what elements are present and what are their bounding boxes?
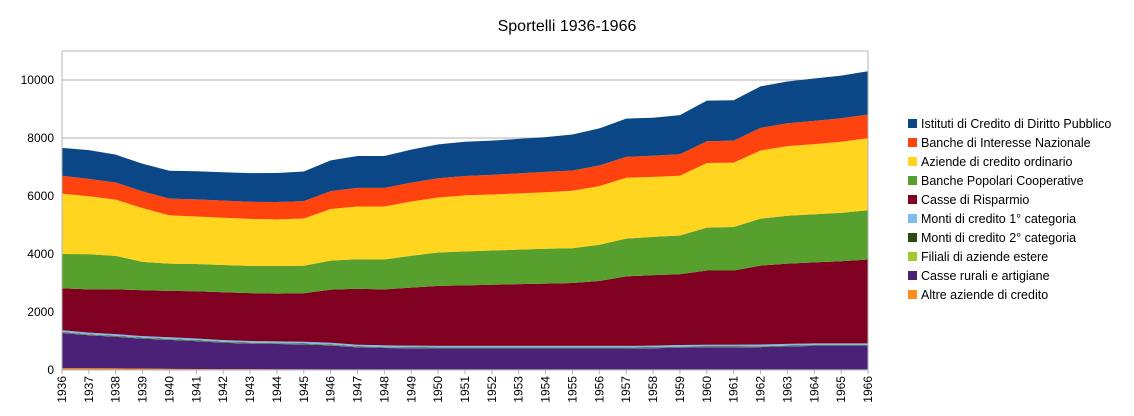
- area-series-aziende-di-credito-ordinario: [62, 138, 868, 267]
- x-tick-label: 1947: [351, 376, 365, 403]
- axes: [61, 51, 869, 374]
- area-series-casse-di-risparmio: [62, 259, 868, 346]
- x-tick-label: 1958: [646, 376, 660, 403]
- x-tick-label: 1961: [727, 376, 741, 403]
- legend-item: Filiali di aziende estere: [908, 247, 1111, 266]
- area-series-istituti-di-credito-di-diritto-pubblico: [62, 71, 868, 202]
- x-tick-label: 1940: [162, 376, 176, 403]
- legend-label: Casse rurali e artigiane: [921, 268, 1050, 283]
- y-tick-label: 2000: [27, 305, 54, 319]
- x-tick-label: 1965: [834, 376, 848, 403]
- y-tick-label: 8000: [27, 131, 54, 145]
- x-tick-label: 1954: [539, 376, 553, 403]
- x-tick-label: 1939: [136, 376, 150, 403]
- legend-swatch: [908, 271, 917, 280]
- x-tick-label: 1956: [592, 376, 606, 403]
- legend-swatch: [908, 290, 917, 299]
- legend-swatch: [908, 195, 917, 204]
- chart-title: Sportelli 1936-1966: [497, 18, 637, 35]
- legend-label: Filiali di aziende estere: [921, 249, 1049, 264]
- legend-label: Istituti di Credito di Diritto Pubblico: [921, 116, 1112, 131]
- x-tick-label: 1952: [485, 376, 499, 403]
- legend-item: Monti di credito 2° categoria: [908, 228, 1111, 247]
- y-tick-label: 4000: [27, 247, 54, 261]
- series-areas: [62, 71, 868, 370]
- legend-item: Casse di Risparmio: [908, 190, 1111, 209]
- x-tick-label: 1945: [297, 376, 311, 403]
- x-tick-label: 1946: [324, 376, 338, 403]
- legend-label: Aziende di credito ordinario: [921, 154, 1073, 169]
- y-tick-labels: 0 2000 4000 6000 8000 10000: [21, 73, 55, 377]
- x-tick-label: 1942: [216, 376, 230, 403]
- x-tick-label: 1936: [55, 376, 69, 403]
- legend-item: Altre aziende di credito: [908, 285, 1111, 304]
- legend-swatch: [908, 138, 917, 147]
- legend-label: Monti di credito 1° categoria: [921, 211, 1077, 226]
- legend-item: Istituti di Credito di Diritto Pubblico: [908, 114, 1111, 133]
- legend-swatch: [908, 252, 917, 261]
- x-tick-label: 1949: [404, 376, 418, 403]
- area-series-banche-di-interesse-nazionale: [62, 114, 868, 220]
- x-tick-label: 1943: [243, 376, 257, 403]
- legend-swatch: [908, 214, 917, 223]
- legend-label: Banche Popolari Cooperative: [921, 173, 1084, 188]
- x-tick-label: 1944: [270, 376, 284, 403]
- y-tick-label: 6000: [27, 189, 54, 203]
- x-tick-labels: 1936 1937 1938 1939 1940 1941 1942 1943 1944 1945…: [55, 376, 875, 403]
- x-tick-label: 1948: [377, 376, 391, 403]
- x-tick-label: 1955: [565, 376, 579, 403]
- x-tick-label: 1960: [700, 376, 714, 403]
- x-tick-label: 1957: [619, 376, 633, 403]
- legend-item: Aziende di credito ordinario: [908, 152, 1111, 171]
- legend-item: Banche di Interesse Nazionale: [908, 133, 1111, 152]
- legend-swatch: [908, 233, 917, 242]
- legend: Istituti di Credito di Diritto Pubblico B…: [908, 114, 1111, 304]
- legend-label: Casse di Risparmio: [921, 192, 1030, 207]
- x-tick-label: 1962: [754, 376, 768, 403]
- x-tick-label: 1959: [673, 376, 687, 403]
- y-tick-label: 10000: [21, 73, 55, 87]
- x-tick-label: 1963: [780, 376, 794, 403]
- x-tick-label: 1953: [512, 376, 526, 403]
- x-tick-label: 1964: [807, 376, 821, 403]
- x-tick-label: 1950: [431, 376, 445, 403]
- area-series-banche-popolari-cooperative: [62, 210, 868, 294]
- legend-swatch: [908, 176, 917, 185]
- x-tick-label: 1938: [109, 376, 123, 403]
- x-tick-label: 1966: [861, 376, 875, 403]
- legend-label: Monti di credito 2° categoria: [921, 230, 1077, 245]
- legend-item: Casse rurali e artigiane: [908, 266, 1111, 285]
- x-tick-label: 1941: [189, 376, 203, 403]
- legend-item: Banche Popolari Cooperative: [908, 171, 1111, 190]
- legend-label: Altre aziende di credito: [921, 287, 1049, 302]
- legend-swatch: [908, 119, 917, 128]
- area-series-casse-rurali-e-artigiane: [62, 332, 868, 370]
- legend-item: Monti di credito 1° categoria: [908, 209, 1111, 228]
- y-tick-label: 0: [47, 363, 54, 377]
- legend-label: Banche di Interesse Nazionale: [921, 135, 1091, 150]
- x-tick-label: 1937: [82, 376, 96, 403]
- x-tick-label: 1951: [458, 376, 472, 403]
- legend-swatch: [908, 157, 917, 166]
